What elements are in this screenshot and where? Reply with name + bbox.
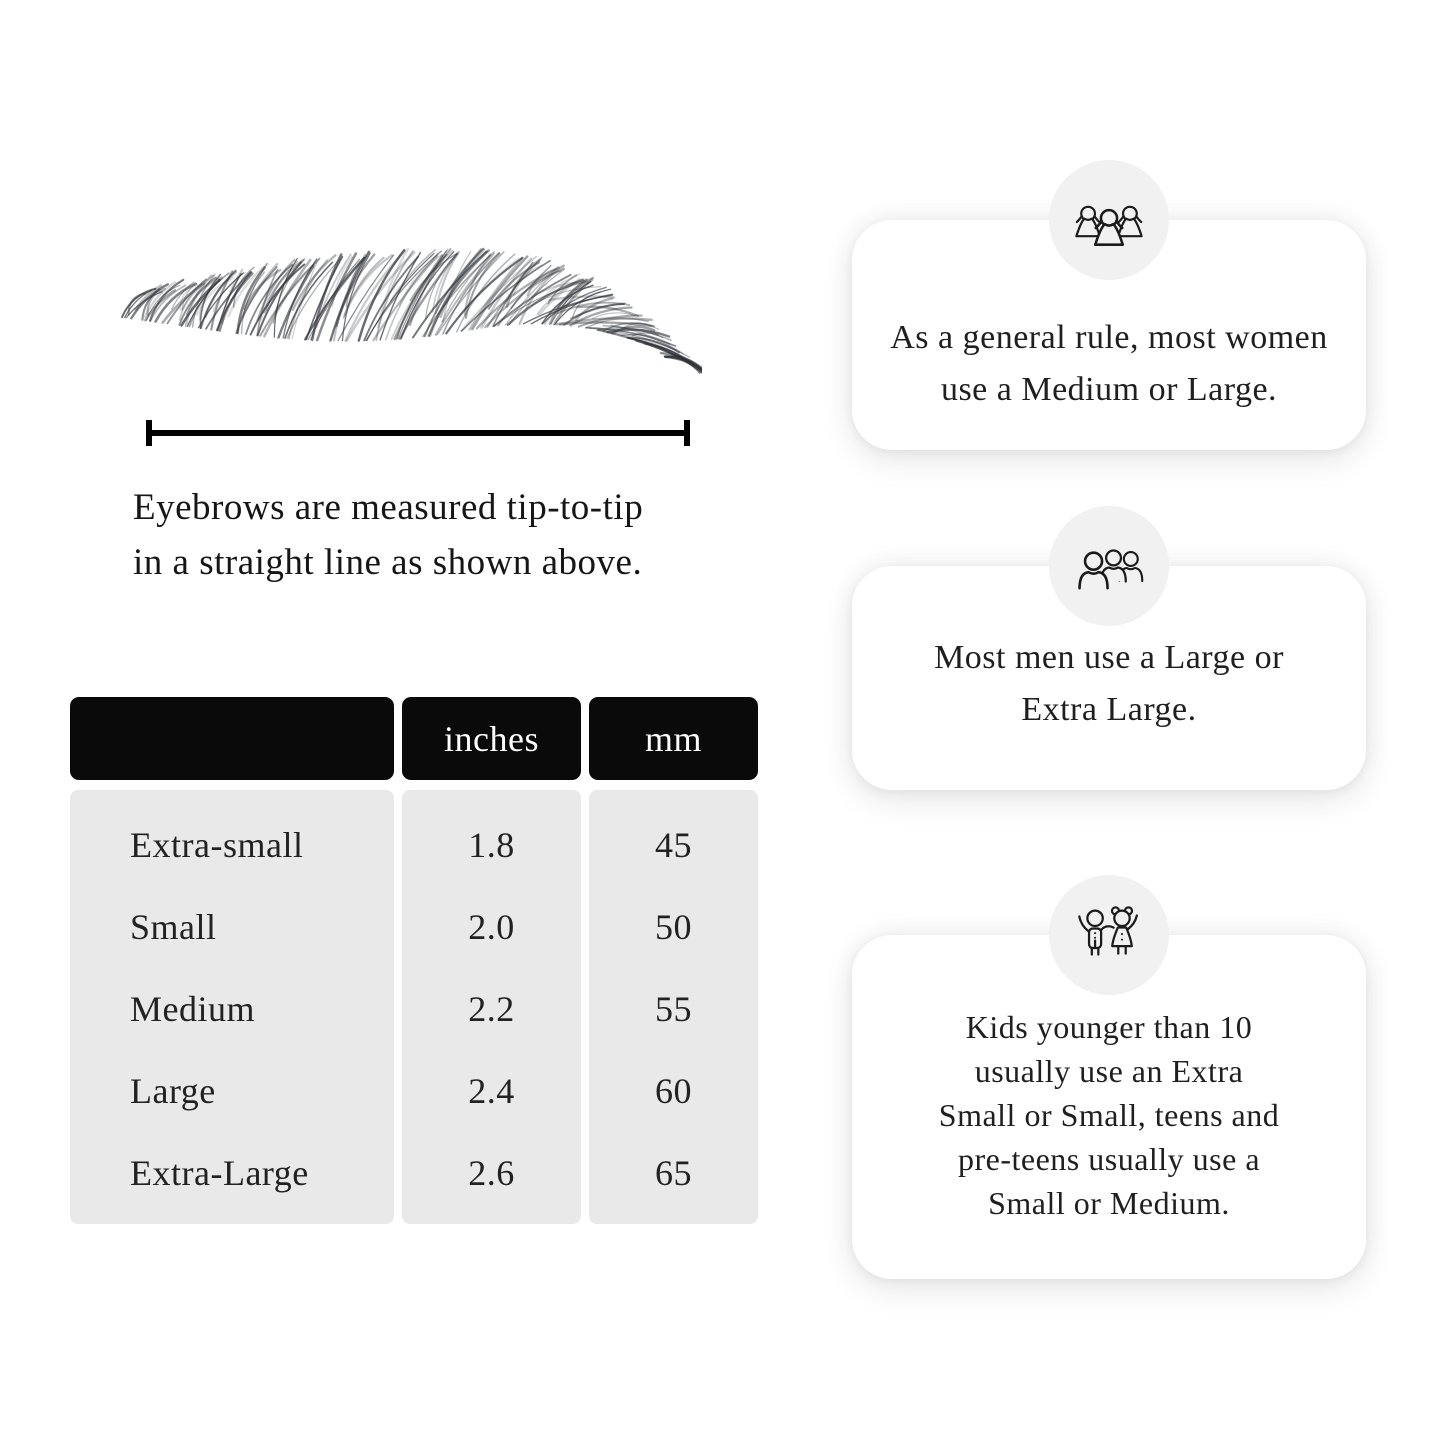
measurement-line-bar (152, 430, 684, 436)
header-cell-mm: mm (589, 697, 758, 780)
size-mm-value: 50 (655, 907, 692, 947)
card-text-line: Extra Large. (1021, 691, 1197, 728)
card-kids: Kids younger than 10 usually use an Extr… (852, 875, 1366, 1279)
size-mm-value: 60 (655, 1071, 692, 1111)
size-mm-value: 65 (655, 1153, 692, 1193)
card-women: As a general rule, most women use a Medi… (852, 160, 1366, 450)
size-label: Medium (130, 989, 255, 1029)
size-table-header: inches mm (70, 697, 758, 780)
card-text-line: Kids younger than 10 (965, 1009, 1253, 1045)
card-text-line: pre-teens usually use a (957, 1141, 1261, 1177)
size-table-body: Extra-small 1.8 45 Small 2.0 50 Medium 2… (70, 790, 758, 1224)
icon-circle (1049, 160, 1169, 280)
eyebrow-illustration (121, 247, 702, 375)
kids-icon (1078, 906, 1138, 956)
card-men: Most men use a Large or Extra Large. (852, 506, 1366, 790)
size-inches-value: 2.0 (468, 907, 515, 947)
header-cell-blank (70, 697, 394, 780)
men-group-icon (1078, 549, 1144, 590)
size-mm-value: 45 (655, 825, 692, 865)
measurement-caption: Eyebrows are measured tip-to-tip in a st… (133, 480, 773, 590)
table-row: Large 2.4 60 (70, 1050, 758, 1132)
women-group-icon (1075, 205, 1143, 246)
card-text-line: Most men use a Large or (934, 639, 1284, 676)
table-column-bg (589, 790, 758, 1224)
icon-circle (1049, 875, 1169, 995)
size-label: Extra-small (130, 825, 304, 865)
card-text-line: Small or Medium. (988, 1185, 1230, 1221)
table-row: Small 2.0 50 (70, 886, 758, 968)
header-cell-inches: inches (402, 697, 581, 780)
size-label: Extra-Large (130, 1153, 309, 1193)
table-row: Extra-small 1.8 45 (70, 804, 758, 886)
table-column-bg (402, 790, 581, 1224)
table-row: Extra-Large 2.6 65 (70, 1132, 758, 1214)
table-row: Medium 2.2 55 (70, 968, 758, 1050)
size-label: Large (130, 1071, 216, 1111)
table-rows: Extra-small 1.8 45 Small 2.0 50 Medium 2… (70, 790, 758, 1224)
icon-circle (1049, 506, 1169, 626)
card-text-line: usually use an Extra (974, 1053, 1244, 1089)
size-inches-value: 2.6 (468, 1153, 515, 1193)
measurement-line (146, 420, 690, 446)
size-label: Small (130, 907, 217, 947)
size-mm-value: 55 (655, 989, 692, 1029)
caption-line: Eyebrows are measured tip-to-tip (133, 487, 644, 528)
card-text-line: use a Medium or Large. (940, 371, 1278, 408)
table-column-bg (70, 790, 394, 1224)
card-text-line: As a general rule, most women (890, 319, 1328, 356)
size-inches-value: 1.8 (468, 825, 515, 865)
card-text-line: Small or Small, teens and (938, 1097, 1280, 1133)
caption-line: in a straight line as shown above. (133, 542, 643, 583)
size-inches-value: 2.4 (468, 1071, 515, 1111)
size-inches-value: 2.2 (468, 989, 515, 1029)
